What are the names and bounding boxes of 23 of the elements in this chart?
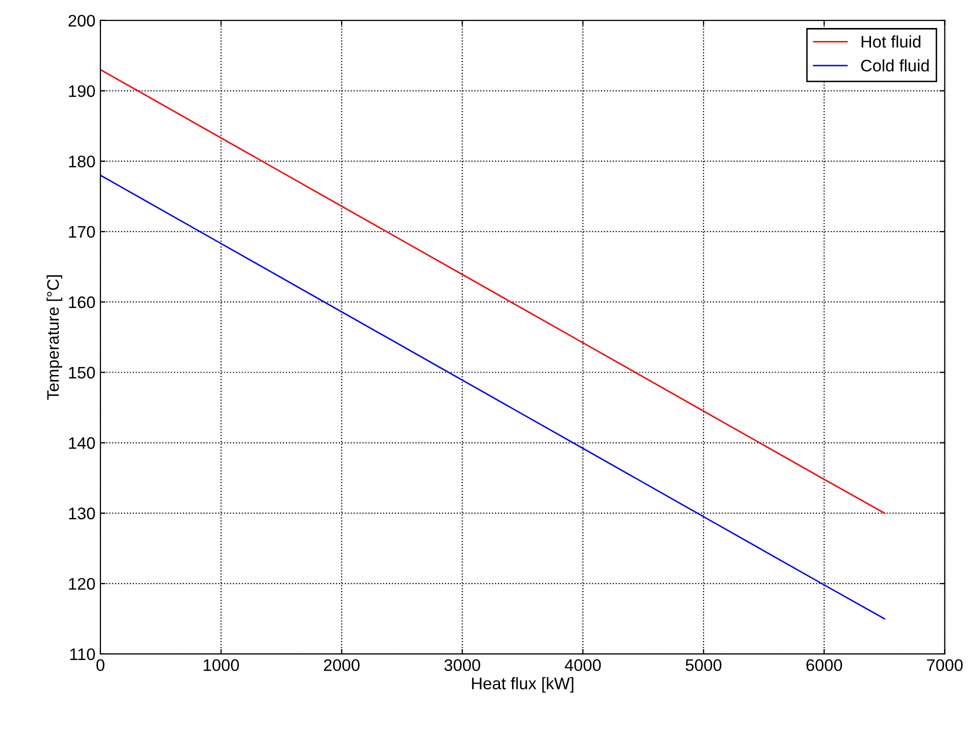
y-axis-title: Temperature [°C] [46, 275, 62, 400]
y-tick-label: 150 [69, 366, 95, 379]
line-series [100, 174, 886, 620]
x-tick-label: 1000 [204, 659, 239, 672]
legend-label: Cold fluid [861, 59, 929, 72]
y-tick-label: 180 [69, 156, 95, 168]
y-tick-label: 120 [69, 578, 95, 590]
y-tick-label: 140 [69, 437, 95, 449]
y-tick-label: 190 [69, 85, 95, 98]
y-tick-label: 170 [69, 226, 95, 238]
y-tick-label: 200 [68, 14, 95, 27]
x-tick-label: 5000 [686, 659, 722, 672]
x-tick-label: 0 [96, 659, 104, 672]
y-tick-label: 160 [69, 296, 95, 308]
y-tick-label: 130 [69, 508, 95, 520]
x-tick-label: 7000 [927, 659, 963, 672]
y-tick-label: 110 [70, 648, 95, 660]
x-tick-label: 2000 [324, 659, 360, 672]
x-tick-label: 4000 [564, 659, 601, 672]
x-axis-title: Heat flux [kW] [472, 677, 574, 693]
x-tick-label: 6000 [806, 659, 842, 672]
legend-label: Hot fluid [862, 35, 920, 48]
x-tick-label: 3000 [444, 659, 480, 672]
